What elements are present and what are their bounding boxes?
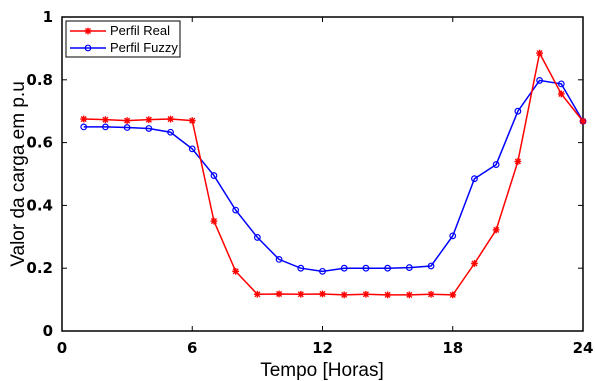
ticks-layer: 0 0.2 0.4 0.6 0.8 1 0 6 12 18 24 <box>26 8 593 357</box>
y-tick-label: 0 <box>43 322 53 340</box>
y-tick-label: 0.6 <box>26 134 53 152</box>
data-point-perfil-fuzzy <box>167 128 174 136</box>
x-tick-label: 12 <box>312 339 333 357</box>
data-point-perfil-real <box>340 291 348 299</box>
y-tick-label: 0.4 <box>26 196 53 214</box>
x-tick-label: 24 <box>573 339 594 357</box>
data-point-perfil-real <box>449 291 457 299</box>
data-point-perfil-real <box>427 290 435 298</box>
data-point-perfil-real <box>80 115 88 123</box>
data-point-perfil-fuzzy <box>557 80 565 88</box>
data-point-perfil-fuzzy <box>275 256 283 263</box>
data-point-perfil-fuzzy <box>492 161 500 168</box>
data-point-perfil-fuzzy <box>362 264 370 272</box>
data-point-perfil-real <box>579 117 587 125</box>
data-point-perfil-fuzzy <box>319 267 326 275</box>
data-point-perfil-real <box>536 49 543 57</box>
data-point-perfil-real <box>102 116 109 124</box>
data-point-perfil-fuzzy <box>102 123 109 131</box>
x-axis-title: Tempo [Horas] <box>260 360 384 381</box>
legend-label-perfil-fuzzy: Perfil Fuzzy <box>110 40 178 55</box>
data-point-perfil-fuzzy <box>232 206 240 214</box>
data-point-perfil-real <box>145 116 153 124</box>
data-point-perfil-fuzzy <box>405 264 413 271</box>
data-point-perfil-real <box>210 217 218 225</box>
data-point-perfil-fuzzy <box>536 77 543 84</box>
data-point-perfil-fuzzy <box>210 172 218 179</box>
data-point-perfil-real <box>557 90 565 98</box>
data-point-perfil-real <box>232 267 240 275</box>
data-point-perfil-fuzzy <box>253 234 261 241</box>
x-tick-label: 6 <box>187 339 197 357</box>
y-axis-title: Valor da carga em p.u <box>8 81 29 267</box>
data-point-perfil-real <box>275 290 283 298</box>
data-point-perfil-real <box>492 226 500 234</box>
y-tick-label: 1 <box>43 8 53 26</box>
x-tick-label: 0 <box>57 339 67 357</box>
data-point-perfil-fuzzy <box>449 232 457 240</box>
legend-asterisk <box>84 27 92 35</box>
data-point-perfil-fuzzy <box>427 262 435 270</box>
data-point-perfil-fuzzy <box>123 124 131 131</box>
legend-marker-perfil-fuzzy <box>84 44 92 52</box>
data-point-perfil-real <box>384 291 392 299</box>
series-line-perfil-fuzzy <box>83 79 584 273</box>
data-point-perfil-fuzzy <box>188 145 196 153</box>
data-point-perfil-fuzzy <box>80 123 88 131</box>
data-point-perfil-real <box>514 158 522 165</box>
y-tick-label: 0.2 <box>26 259 53 277</box>
data-point-perfil-real <box>123 117 131 125</box>
data-point-perfil-fuzzy <box>297 264 305 272</box>
data-point-perfil-fuzzy <box>340 264 348 272</box>
data-point-perfil-fuzzy <box>384 264 392 272</box>
x-tick-label: 18 <box>442 339 463 357</box>
series-layer <box>80 49 587 299</box>
y-tick-label: 0.8 <box>26 71 53 89</box>
data-point-perfil-real <box>188 117 196 125</box>
data-point-perfil-real <box>405 291 413 299</box>
data-point-perfil-fuzzy <box>471 175 478 183</box>
data-point-perfil-real <box>319 290 326 298</box>
data-point-perfil-fuzzy <box>514 107 522 115</box>
legend-box <box>65 20 181 58</box>
data-point-perfil-real <box>471 260 478 267</box>
data-point-perfil-real <box>297 290 305 298</box>
data-point-perfil-real <box>362 290 370 298</box>
series-line-perfil-real <box>83 50 584 296</box>
legend-marker-perfil-real <box>84 27 92 35</box>
data-point-perfil-real <box>167 115 174 123</box>
data-point-perfil-fuzzy <box>145 125 153 132</box>
plot-frame <box>61 16 584 332</box>
data-point-perfil-real <box>253 290 261 298</box>
legend: Perfil Real Perfil Fuzzy <box>65 20 181 58</box>
legend-label-perfil-real: Perfil Real <box>110 23 170 38</box>
